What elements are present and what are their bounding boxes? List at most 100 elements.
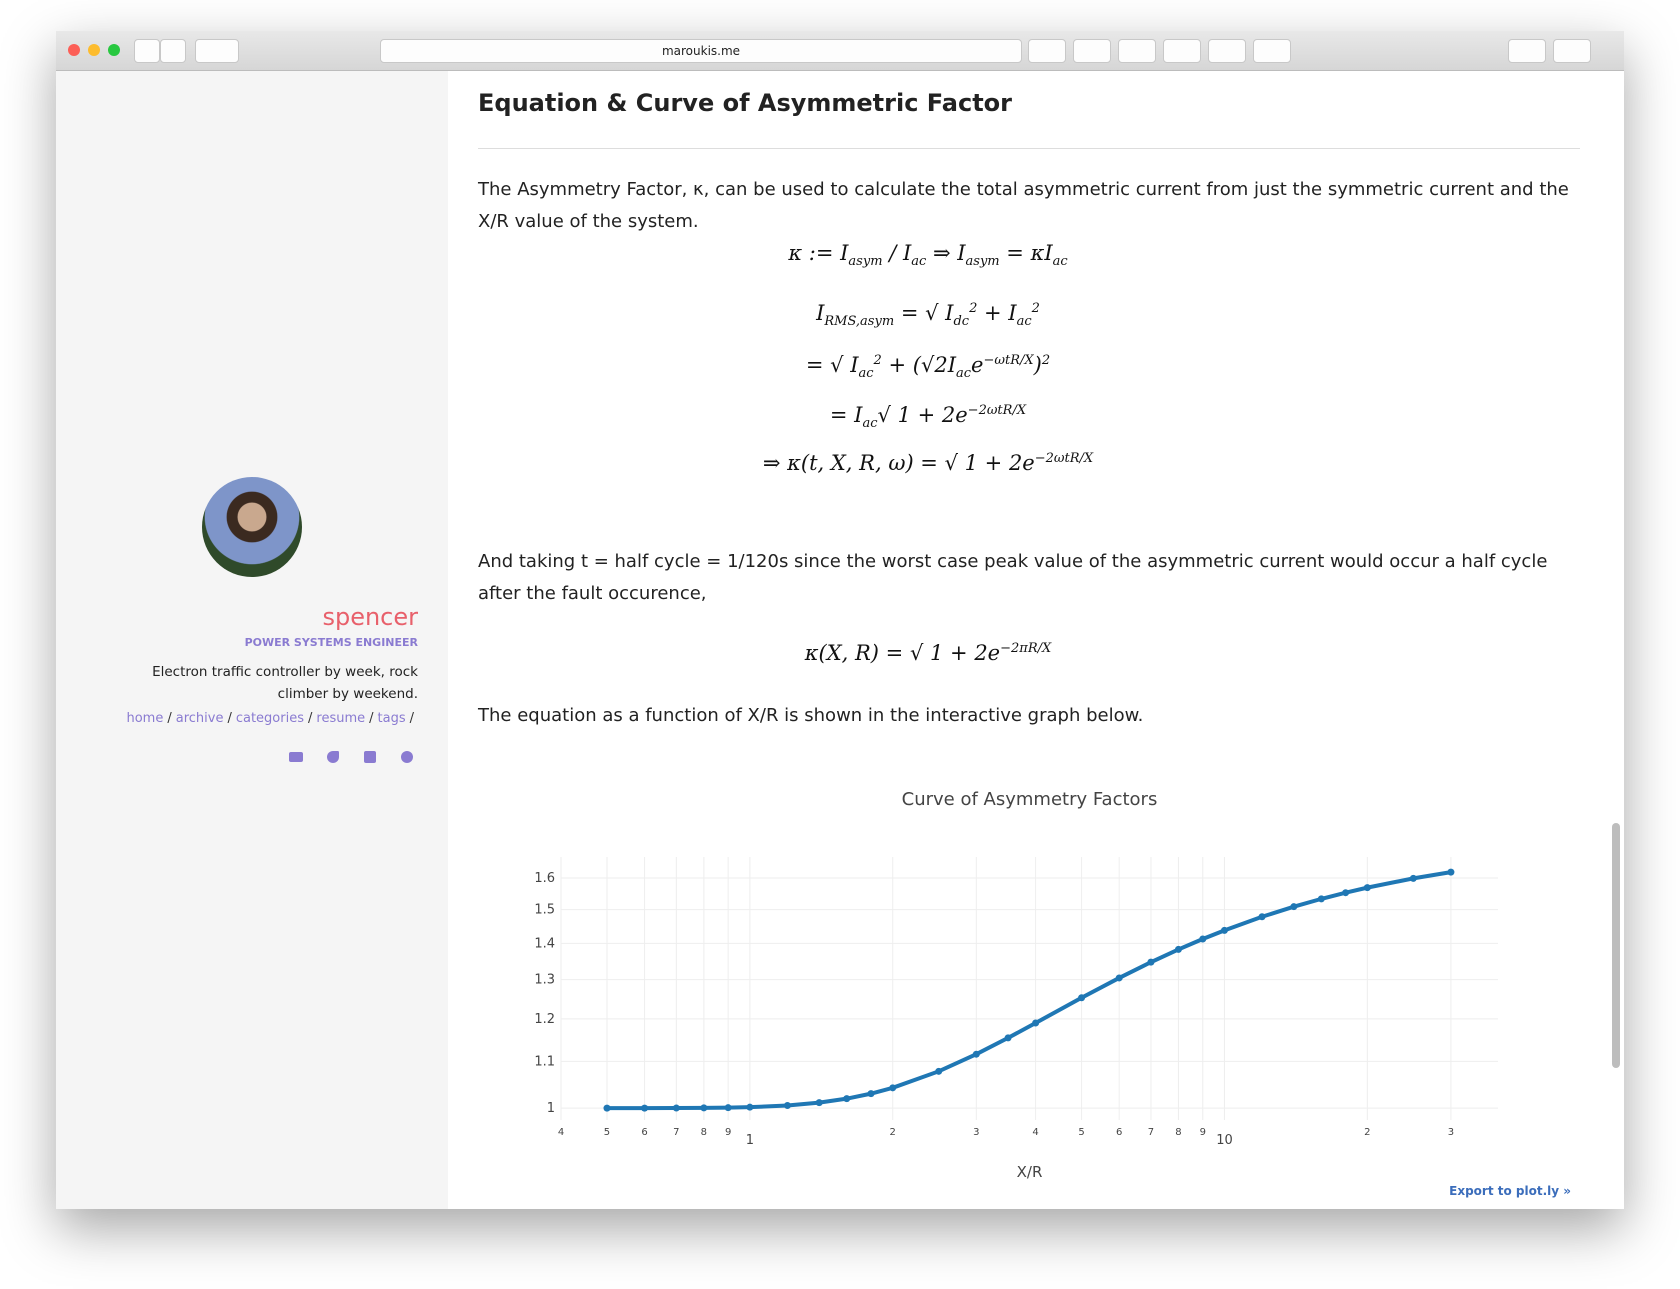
nav-link[interactable]: home (126, 711, 164, 726)
x-tick-label: 3 (973, 1127, 979, 1138)
linkedin-icon[interactable] (364, 751, 376, 763)
x-tick-label: 10 (1216, 1133, 1233, 1148)
x-tick-label: 6 (641, 1127, 647, 1138)
nav: home / archive / categories / resume / tags / (126, 711, 418, 726)
equation-part: / I (882, 241, 912, 265)
marker (1147, 958, 1155, 966)
sidebar-button[interactable] (195, 39, 239, 63)
equation-part: e (971, 353, 984, 377)
x-tick-label: 9 (725, 1127, 731, 1138)
scrollbar-thumb[interactable] (1612, 823, 1620, 1068)
x-tick-label: 9 (1200, 1127, 1206, 1138)
equation-part: κ(X, R) = √ 1 + 2e (804, 641, 1001, 665)
x-tick-label: 2 (1364, 1127, 1370, 1138)
equation: ⇒ κ(t, X, R, ω) = √ 1 + 2e−2ωtR/X (678, 451, 1178, 475)
equation-subscript: RMS,asym (824, 314, 895, 330)
close-button[interactable] (68, 44, 80, 56)
x-tick-label: 5 (1078, 1127, 1084, 1138)
marker (1447, 868, 1455, 876)
equation-subscript: asym (848, 254, 883, 270)
line (606, 870, 1452, 1111)
marker (867, 1090, 875, 1098)
equation-subscript: ac (1016, 314, 1032, 330)
minimize-button[interactable] (88, 44, 100, 56)
avatar (202, 477, 302, 577)
equation: κ := Iasym / Iac ⇒ Iasym = κIac (678, 241, 1178, 269)
export-link[interactable]: Export to plot.ly » (1449, 1184, 1571, 1198)
x-tick-label: 2 (890, 1127, 896, 1138)
extension-button[interactable] (1253, 39, 1291, 63)
author-bio: Electron traffic controller by week, roc… (152, 664, 418, 702)
equation-part: = κI (999, 241, 1053, 265)
marker (1363, 884, 1371, 892)
marker (1258, 913, 1266, 921)
marker (700, 1104, 708, 1112)
nav-separator: / (308, 711, 313, 726)
y-tick-label: 1.2 (534, 1012, 555, 1027)
zoom-button[interactable] (108, 44, 120, 56)
nav-link[interactable]: archive (175, 711, 224, 726)
github-icon[interactable] (401, 751, 413, 763)
marker (1115, 974, 1123, 982)
nav-separator: / (227, 711, 232, 726)
marker (972, 1050, 980, 1058)
marker (1409, 874, 1417, 882)
nav-link[interactable]: resume (316, 711, 366, 726)
equation-subscript: dc (953, 314, 970, 330)
marker (1199, 935, 1207, 943)
equation-part: ⇒ κ(t, X, R, ω) = √ 1 + 2e (762, 451, 1035, 475)
equation-subscript: ac (862, 416, 878, 432)
x-tick-label: 3 (1448, 1127, 1454, 1138)
x-tick-label: 1 (746, 1133, 754, 1148)
extension-button[interactable] (1163, 39, 1201, 63)
equation-superscript: −2πR/X (1000, 641, 1052, 656)
nav-link[interactable]: tags (377, 711, 406, 726)
paragraph: And taking t = half cycle = 1/120s since… (478, 551, 1548, 604)
forward-button[interactable] (160, 39, 186, 63)
equation-subscript: ac (911, 254, 927, 270)
tabs-button[interactable] (1553, 39, 1591, 63)
equation-part: ) (1033, 353, 1042, 377)
equation-subscript: ac (858, 366, 874, 382)
marker (843, 1095, 851, 1103)
equation-superscript: −2ωtR/X (967, 403, 1027, 418)
chart: Curve of Asymmetry Factors 4 5 6 7 8 9 1 2 3 4 5 6 7 8… (534, 789, 1498, 1180)
equation-superscript: 2 (1031, 301, 1040, 316)
equation: κ(X, R) = √ 1 + 2e−2πR/X (678, 641, 1178, 665)
equation-part: + (√2I (881, 353, 957, 377)
marker (783, 1102, 791, 1110)
equation: IRMS,asym = √ Idc2 + Iac2 (678, 301, 1178, 329)
marker (1220, 926, 1228, 934)
marker (603, 1104, 611, 1112)
equation-part: + I (977, 301, 1017, 325)
email-icon[interactable] (289, 752, 303, 762)
equation-subscript: ac (956, 366, 972, 382)
equation-superscript: −2ωtR/X (1034, 451, 1094, 466)
equation-superscript: 2 (1041, 353, 1051, 368)
marker (672, 1104, 680, 1112)
equation: = √ Iac2 + (√2Iace−ωtR/X)2 (678, 353, 1178, 381)
nav-separator: / (409, 711, 414, 726)
x-tick-label: 5 (604, 1127, 610, 1138)
marker (641, 1104, 649, 1112)
paragraph: The equation as a function of X/R is sho… (478, 705, 1144, 726)
marker (1174, 945, 1182, 953)
extension-button[interactable] (1208, 39, 1246, 63)
chart-title: Curve of Asymmetry Factors (902, 789, 1158, 810)
address-bar[interactable]: maroukis.me (380, 39, 1022, 63)
equation-part: = √ I (894, 301, 954, 325)
paragraph: The Asymmetry Factor, κ, can be used to … (478, 179, 1569, 232)
x-tick-label: 8 (1175, 1127, 1181, 1138)
browser-window: maroukis.me spencer POWER SYSTEMS ENGINE… (56, 31, 1624, 1209)
extension-button[interactable] (1073, 39, 1111, 63)
extension-button[interactable] (1118, 39, 1156, 63)
marker (724, 1104, 732, 1112)
equation-superscript: −ωtR/X (983, 353, 1034, 368)
heading: Equation & Curve of Asymmetric Factor (478, 89, 1012, 117)
back-button[interactable] (134, 39, 160, 63)
twitter-icon[interactable] (327, 751, 339, 763)
nav-link[interactable]: categories (235, 711, 304, 726)
extension-button[interactable] (1028, 39, 1066, 63)
x-tick-label: 8 (701, 1127, 707, 1138)
downloads-button[interactable] (1508, 39, 1546, 63)
